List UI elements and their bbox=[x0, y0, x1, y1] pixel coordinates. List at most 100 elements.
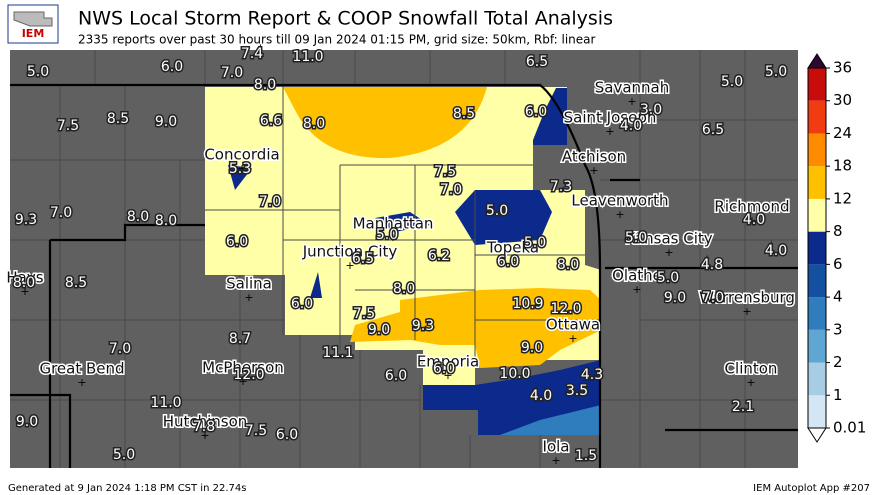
city-marker: + bbox=[605, 125, 614, 138]
city-marker: + bbox=[20, 285, 29, 298]
snowfall-value: 6.5 bbox=[352, 251, 374, 267]
city-marker: + bbox=[443, 369, 452, 382]
city-label: Iola bbox=[543, 438, 570, 456]
snowfall-value: 6.5 bbox=[526, 54, 548, 70]
city-marker: + bbox=[237, 162, 246, 175]
city-marker: + bbox=[615, 208, 624, 221]
colorbar-tick-label: 2 bbox=[833, 353, 843, 371]
snowfall-value: 7.0 bbox=[702, 290, 724, 306]
colorbar-frame bbox=[807, 67, 827, 429]
colorbar-tick-label: 8 bbox=[833, 222, 843, 240]
snowfall-value: 8.0 bbox=[127, 209, 149, 225]
city-label: Warrensburg bbox=[699, 289, 795, 307]
colorbar-tick-label: 30 bbox=[833, 91, 852, 109]
city-marker: + bbox=[244, 291, 253, 304]
snow-4-6-salina bbox=[310, 272, 322, 298]
colorbar-tick-label: 4 bbox=[833, 288, 843, 306]
city-label: Saint Joseph bbox=[564, 109, 657, 127]
snow-4-6-atchison bbox=[533, 88, 567, 145]
snowfall-value: 5.0 bbox=[27, 64, 49, 80]
snowfall-value: 8.0 bbox=[303, 116, 325, 132]
city-label: Clinton bbox=[725, 360, 778, 378]
snowfall-value: 4.0 bbox=[620, 118, 642, 134]
colorbar-tick-label: 36 bbox=[833, 59, 852, 77]
snowfall-value: 8.0 bbox=[254, 77, 276, 93]
city-label: Leavenworth bbox=[571, 192, 668, 210]
snowfall-value: 8.7 bbox=[229, 331, 251, 347]
colorbar-segment bbox=[808, 133, 826, 167]
snowfall-value: 5.0 bbox=[524, 235, 546, 251]
city-marker: + bbox=[551, 454, 560, 467]
snowfall-value: 1.5 bbox=[575, 448, 597, 464]
snowfall-value: 11.1 bbox=[322, 345, 353, 361]
footer-left: Generated at 9 Jan 2024 1:18 PM CST in 2… bbox=[8, 483, 246, 494]
colorbar-under bbox=[807, 427, 827, 443]
state-borders bbox=[10, 83, 798, 468]
colorbar-segment bbox=[808, 297, 826, 330]
snowfall-value: 7.0 bbox=[221, 65, 243, 81]
snowfall-value: 6.2 bbox=[428, 248, 450, 264]
colorbar-segment bbox=[808, 329, 826, 363]
snowfall-value: 6.0 bbox=[385, 368, 407, 384]
snowfall-value: 10.9 bbox=[512, 296, 543, 312]
snowfall-value: 5.0 bbox=[113, 447, 135, 463]
colorbar-tick-label: 18 bbox=[833, 157, 852, 175]
city-marker: + bbox=[627, 95, 636, 108]
colorbar-segment bbox=[808, 68, 826, 101]
snowfall-value: 9.3 bbox=[15, 212, 37, 228]
city-marker: + bbox=[345, 259, 354, 272]
colorbar-tick-label: 3 bbox=[833, 320, 843, 338]
snowfall-value: 6.5 bbox=[702, 122, 724, 138]
colorbar-segment bbox=[808, 264, 826, 298]
city-marker: + bbox=[388, 231, 397, 244]
snowfall-value: 10.0 bbox=[499, 366, 530, 382]
snowfall-value: 7.4 bbox=[241, 46, 263, 62]
city-label: Hutchinson bbox=[163, 413, 248, 431]
snow-4-6-manhattan bbox=[375, 212, 430, 232]
snowfall-value: 5.0 bbox=[721, 74, 743, 90]
city-label: Olathe bbox=[612, 267, 662, 285]
snowfall-value: 6.0 bbox=[276, 427, 298, 443]
snowfall-value: 4.8 bbox=[701, 257, 723, 273]
city-label: Topeka bbox=[486, 239, 539, 257]
city-label: Kansas City bbox=[625, 230, 712, 248]
city-label: Ottawa bbox=[546, 316, 600, 334]
city-marker: + bbox=[664, 246, 673, 259]
snowfall-value: 9.0 bbox=[368, 322, 390, 338]
snowfall-value: 9.0 bbox=[664, 290, 686, 306]
snowfall-value: 5.0 bbox=[765, 64, 787, 80]
colorbar-segment bbox=[808, 166, 826, 199]
colorbar-tick-label: 6 bbox=[833, 255, 843, 273]
snowfall-value: 4.0 bbox=[743, 212, 765, 228]
colorbar-segment bbox=[808, 100, 826, 134]
snowfall-value: 7.3 bbox=[550, 179, 572, 195]
snowfall-value: 5.3 bbox=[229, 161, 251, 177]
colorbar-segment bbox=[808, 362, 826, 396]
city-marker: + bbox=[746, 376, 755, 389]
snowfall-value: 5.0 bbox=[486, 203, 508, 219]
snowfall-value: 8.5 bbox=[453, 106, 475, 122]
snowfall-value: 7.5 bbox=[434, 164, 456, 180]
city-marker: + bbox=[747, 214, 756, 227]
snow-3-4 bbox=[500, 405, 601, 435]
colorbar-segment bbox=[808, 198, 826, 232]
snowfall-value: 7.5 bbox=[245, 423, 267, 439]
snowfall-value: 3.5 bbox=[566, 383, 588, 399]
snowfall-value: 6.0 bbox=[525, 104, 547, 120]
logo-state bbox=[13, 11, 53, 27]
snowfall-value: 7.5 bbox=[353, 306, 375, 322]
snowfall-value: 8.0 bbox=[155, 213, 177, 229]
city-label: Great Bend bbox=[39, 360, 124, 378]
city-label: Junction City bbox=[302, 243, 398, 261]
snowfall-value: 7.8 bbox=[193, 419, 215, 435]
snow-4-6-topeka bbox=[455, 190, 552, 245]
snowfall-value: 6.0 bbox=[433, 361, 455, 377]
snowfall-value: 8.0 bbox=[393, 281, 415, 297]
snowfall-value: 9.0 bbox=[155, 114, 177, 130]
snowfall-value: 12.0 bbox=[550, 301, 581, 317]
city-label: Concordia bbox=[204, 146, 279, 164]
snowfall-value: 9.0 bbox=[521, 340, 543, 356]
